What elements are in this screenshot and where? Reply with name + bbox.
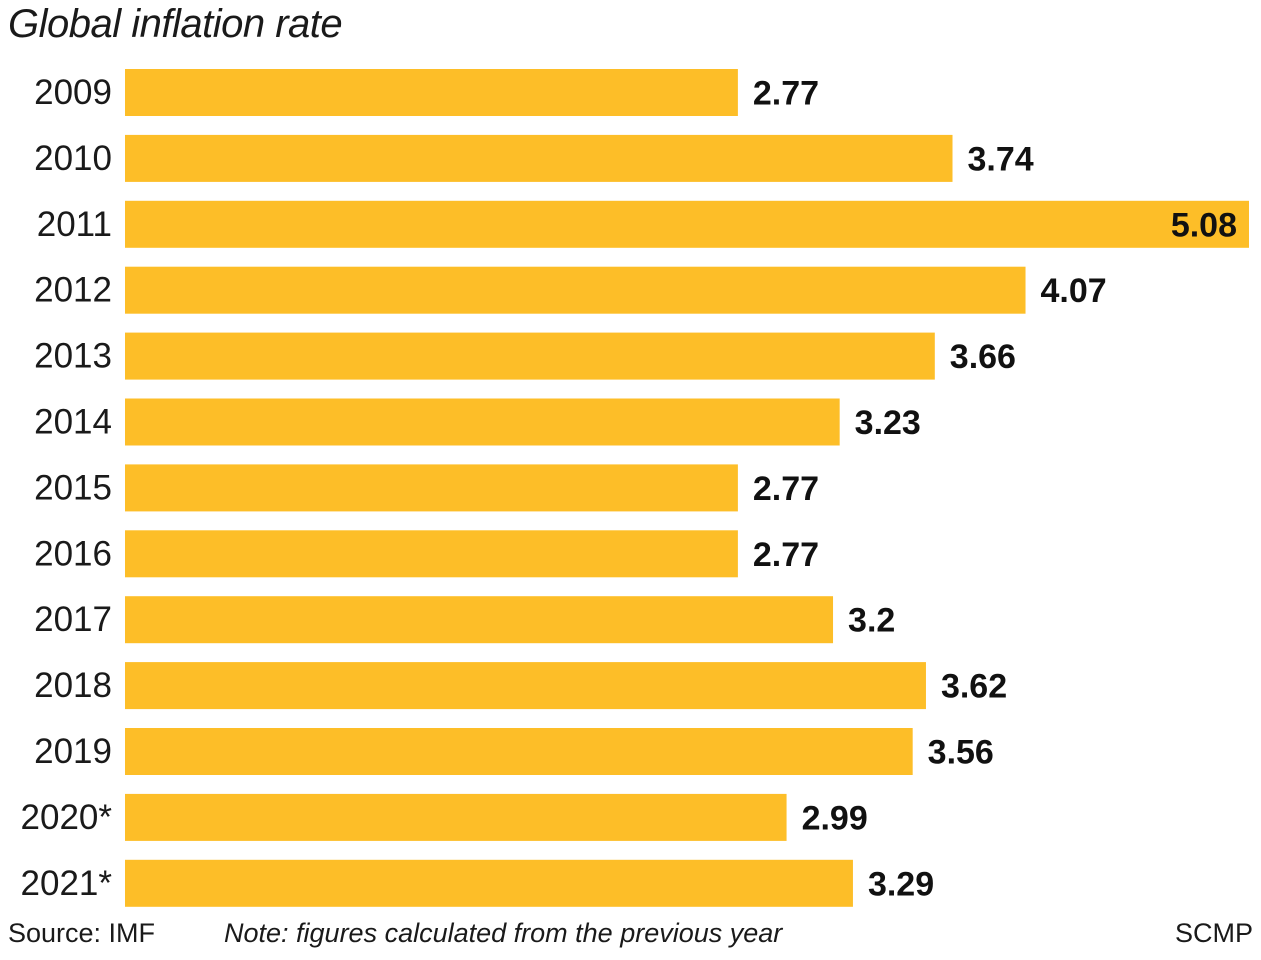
bar-2014 <box>125 398 840 446</box>
value-label: 2.77 <box>753 75 819 113</box>
value-label: 3.74 <box>968 140 1034 178</box>
category-label: 2012 <box>34 271 112 310</box>
chart-title: Global inflation rate <box>8 2 343 46</box>
value-label: 3.62 <box>941 668 1007 706</box>
value-label: 3.23 <box>855 404 921 442</box>
category-label: 2016 <box>34 534 112 573</box>
bar-2016 <box>125 530 738 578</box>
bar-2018 <box>125 662 926 710</box>
bar-2019 <box>125 728 913 775</box>
bar-2010 <box>125 134 953 182</box>
source-note: Source: IMF <box>8 918 156 948</box>
category-label: 2011 <box>37 205 112 244</box>
bar-2012 <box>125 266 1026 314</box>
bar-2009 <box>125 69 738 116</box>
bar-2011 <box>125 200 1249 248</box>
bar-2020-est <box>125 793 787 841</box>
footnote: Note: figures calculated from the previo… <box>224 918 783 948</box>
value-label: 2.77 <box>753 470 819 508</box>
bar-2013 <box>125 332 935 380</box>
value-label: 3.29 <box>868 865 934 903</box>
value-label: 3.2 <box>848 602 895 640</box>
bar-2017 <box>125 596 834 644</box>
category-label: 2010 <box>34 139 112 178</box>
value-label: 3.56 <box>928 734 994 772</box>
value-label: 4.07 <box>1041 272 1107 310</box>
value-label: 3.66 <box>950 338 1016 376</box>
category-label: 2017 <box>34 600 112 639</box>
publisher-credit: SCMP <box>1174 918 1253 948</box>
category-label: 2013 <box>34 337 112 376</box>
category-label: 2014 <box>34 403 112 442</box>
category-label: 2015 <box>34 468 112 507</box>
category-label: 2019 <box>34 732 112 771</box>
category-label: 2021* <box>21 864 113 903</box>
category-label: 2009 <box>34 73 112 112</box>
value-label: 5.08 <box>1171 206 1237 244</box>
value-label: 2.99 <box>802 799 868 837</box>
bar-2021-est <box>125 859 853 907</box>
category-label: 2020* <box>21 798 113 837</box>
bar-2015 <box>125 464 738 512</box>
category-label: 2018 <box>34 666 112 705</box>
value-label: 2.77 <box>753 536 819 574</box>
